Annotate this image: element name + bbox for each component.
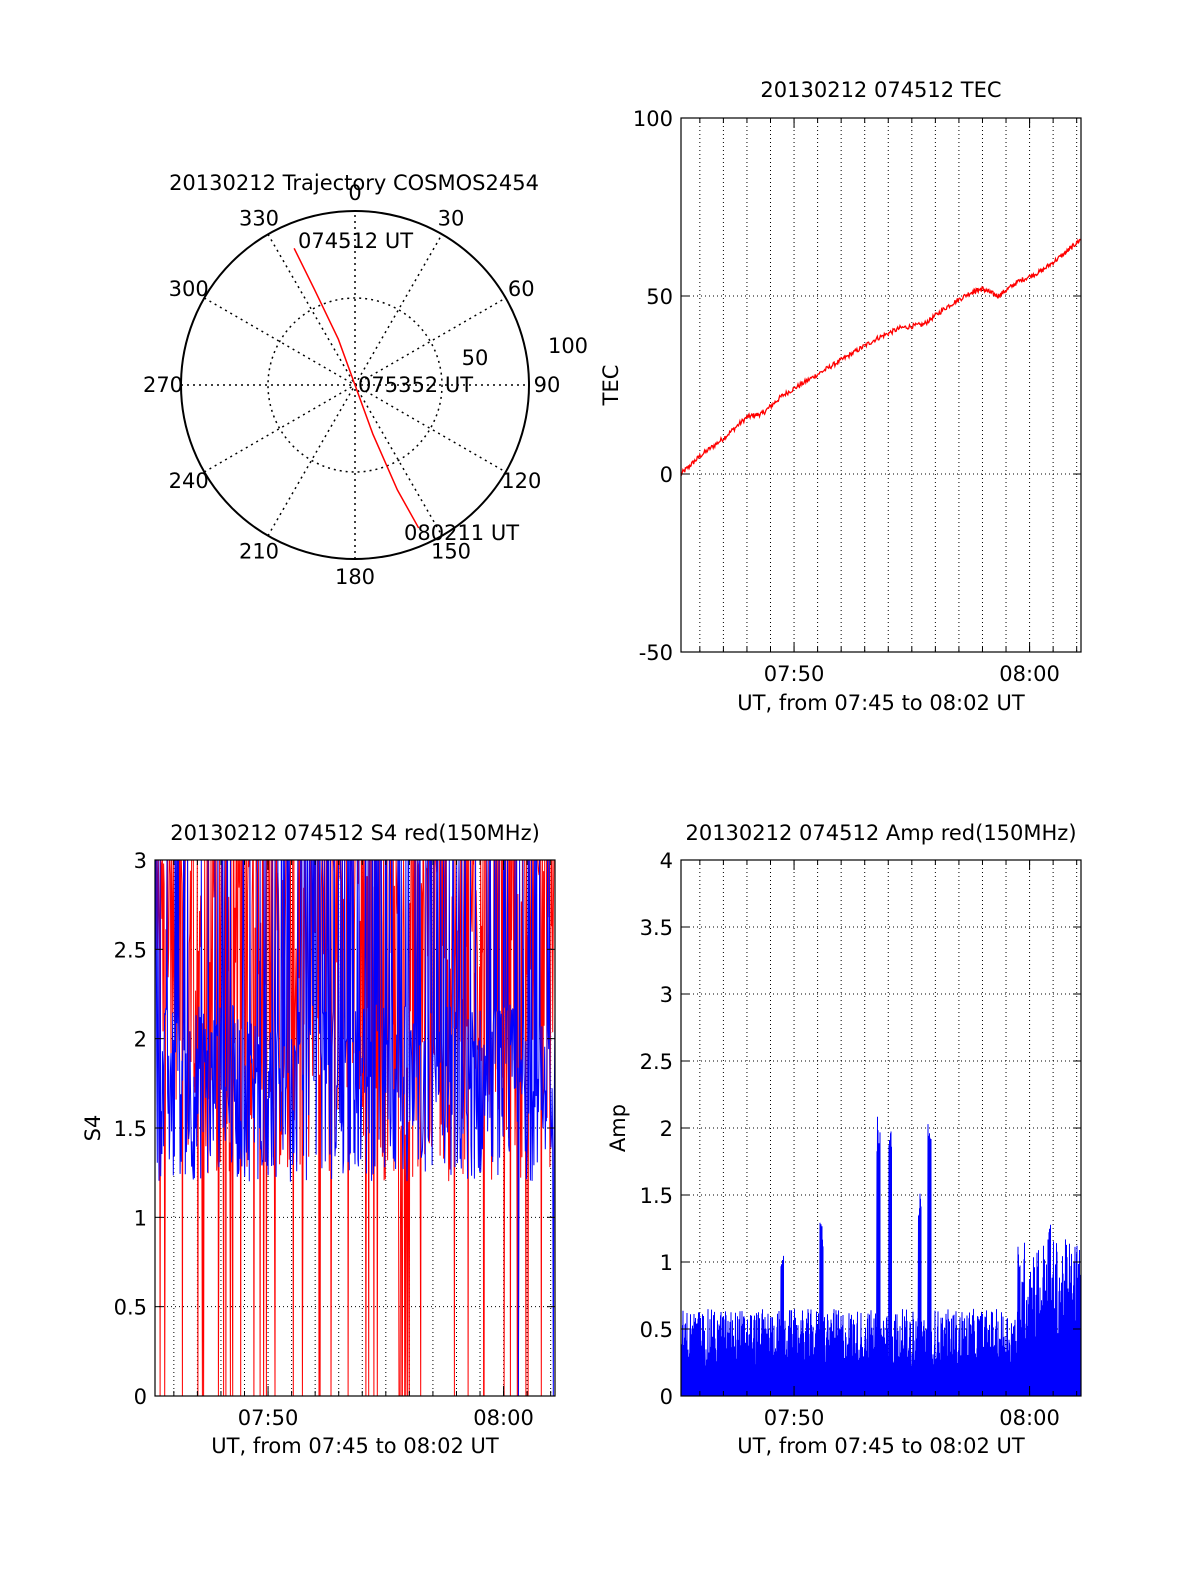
amp-fill-early [681, 1372, 1018, 1396]
s4-xlabel: UT, from 07:45 to 08:02 UT [211, 1434, 499, 1458]
tec-axes: 100 50 0 -50 07:50 08:00 [633, 107, 1082, 686]
y-tick-label: 1 [660, 1251, 673, 1275]
plot-frame [680, 859, 1082, 1397]
trajectory-line [293, 247, 420, 529]
x-tick-label: 07:50 [764, 662, 825, 686]
amp-fill-late [1017, 1341, 1081, 1396]
trajectory-annotations: 074512 UT 075352 UT 080211 UT [298, 229, 519, 545]
y-tick-label: 0 [660, 463, 673, 487]
polar-angle-label: 210 [239, 539, 279, 563]
s4-axes: 3 2.5 2 1.5 1 0.5 0 07:50 08:00 [114, 849, 556, 1430]
plot-frame [154, 859, 556, 1397]
polar-angle-labels: 0 30 60 90 120 150 180 210 240 270 300 330 50 100 [143, 181, 588, 589]
s4-ylabel: S4 [81, 1115, 105, 1142]
y-tick-label: 0.5 [114, 1296, 147, 1320]
polar-angle-label: 0 [348, 181, 361, 205]
trajectory-annotation: 080211 UT [404, 521, 519, 545]
s4-title: 20130212 074512 S4 red(150MHz) [170, 821, 540, 845]
y-tick-label: 100 [633, 107, 673, 131]
x-tick-label: 07:50 [238, 1406, 299, 1430]
polar-angle-label: 300 [169, 277, 209, 301]
x-tick-label: 07:50 [764, 1406, 825, 1430]
polar-angle-label: 330 [239, 207, 279, 231]
polar-angle-label: 270 [143, 373, 183, 397]
y-tick-label: -50 [639, 641, 673, 665]
x-tick-label: 08:00 [999, 1406, 1060, 1430]
tec-line [680, 238, 1082, 477]
polar-angle-label: 90 [534, 373, 561, 397]
amp-xlabel: UT, from 07:45 to 08:02 UT [737, 1434, 1025, 1458]
polar-angle-label: 240 [169, 469, 209, 493]
tec-ylabel: TEC [599, 365, 623, 407]
plot-frame [680, 117, 1082, 653]
s4-panel: 20130212 074512 S4 red(150MHz) 3 2.5 2 1.5 1… [81, 821, 556, 1458]
polar-angle-label: 180 [335, 565, 375, 589]
trajectory-title: 20130212 Trajectory COSMOS2454 [169, 171, 539, 195]
y-tick-label: 1 [134, 1206, 147, 1230]
polar-ring-50 [267, 297, 443, 473]
amp-panel: 20130212 074512 Amp red(150MHz) 4 3.5 3 2.5… [606, 821, 1082, 1458]
y-tick-label: 4 [660, 849, 673, 873]
y-tick-label: 3 [660, 983, 673, 1007]
polar-radius-label: 50 [462, 346, 489, 370]
y-tick-label: 2.5 [114, 938, 147, 962]
y-tick-label: 2.5 [640, 1050, 673, 1074]
trajectory-panel: 20130212 Trajectory COSMOS2454 0 30 60 90 12… [143, 171, 588, 589]
x-tick-label: 08:00 [473, 1406, 534, 1430]
y-tick-label: 50 [646, 285, 673, 309]
y-tick-label: 0 [134, 1385, 147, 1409]
y-tick-label: 3 [134, 849, 147, 873]
amp-axes: 4 3.5 3 2.5 2 1.5 1 0.5 0 07:50 08:00 [640, 849, 1082, 1430]
trajectory-annotation: 074512 UT [298, 229, 413, 253]
s4-blue-line [154, 859, 556, 1397]
y-tick-label: 2 [660, 1117, 673, 1141]
polar-angle-label: 30 [438, 207, 465, 231]
y-tick-label: 3.5 [640, 916, 673, 940]
polar-angle-label: 150 [431, 539, 471, 563]
y-tick-label: 2 [134, 1028, 147, 1052]
polar-angle-label: 120 [501, 469, 541, 493]
y-tick-label: 0.5 [640, 1318, 673, 1342]
y-tick-label: 1.5 [640, 1184, 673, 1208]
amp-series [680, 1116, 1082, 1397]
trajectory-track [293, 247, 420, 529]
tec-title: 20130212 074512 TEC [760, 78, 1001, 102]
tec-grid [681, 118, 1081, 652]
polar-radius-label: 100 [548, 334, 588, 358]
trajectory-annotation: 075352 UT [358, 373, 473, 397]
tec-xlabel: UT, from 07:45 to 08:02 UT [737, 691, 1025, 715]
tec-series [680, 238, 1082, 477]
y-tick-label: 0 [660, 1385, 673, 1409]
x-tick-label: 08:00 [999, 662, 1060, 686]
amp-grid [681, 860, 1081, 1396]
amp-title: 20130212 074512 Amp red(150MHz) [685, 821, 1076, 845]
y-tick-label: 1.5 [114, 1117, 147, 1141]
polar-angle-label: 60 [508, 277, 535, 301]
amp-ylabel: Amp [606, 1104, 630, 1152]
